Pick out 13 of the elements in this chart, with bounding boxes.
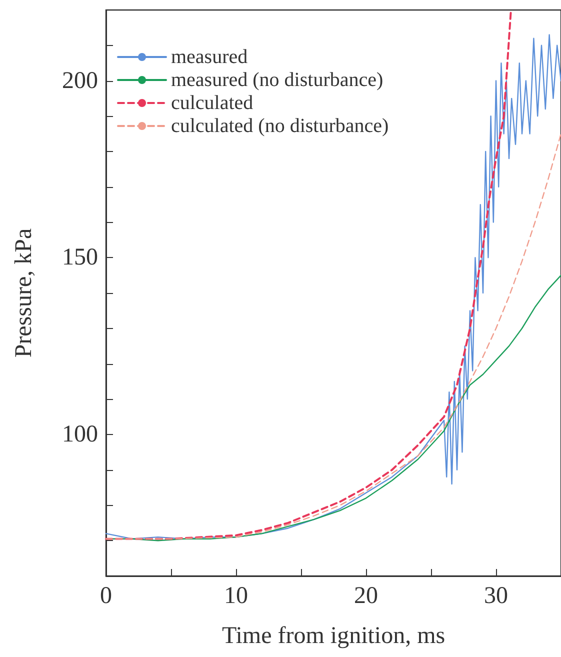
legend-label: culculated: [171, 92, 254, 114]
y-axis-title: Pressure, kPa: [11, 228, 37, 358]
legend-label: measured: [171, 46, 248, 68]
x-tick-label: 10: [224, 583, 248, 609]
legend-label: measured (no disturbance): [171, 69, 384, 91]
x-axis-title: Time from ignition, ms: [222, 623, 446, 649]
x-tick-label: 30: [484, 583, 508, 609]
y-tick-label: 200: [62, 68, 98, 94]
y-tick-label: 100: [62, 422, 98, 448]
x-tick-label: 20: [354, 583, 378, 609]
x-tick-label: 0: [100, 583, 112, 609]
legend-label: culculated (no disturbance): [171, 115, 389, 137]
y-tick-label: 150: [62, 244, 98, 271]
